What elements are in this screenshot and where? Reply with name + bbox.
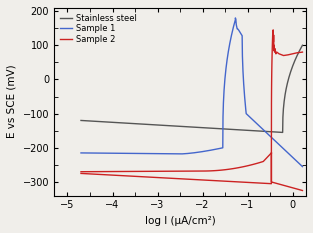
Sample 1 [233, 17, 237, 19]
Sample 1 [230, 32, 234, 34]
X-axis label: log I (μA/cm²): log I (μA/cm²) [145, 216, 215, 226]
Stainless steel [299, 46, 303, 49]
Sample 1 [274, 140, 278, 143]
Sample 1 [114, 152, 118, 155]
Stainless steel [300, 44, 304, 47]
Sample 1 [300, 165, 304, 168]
Stainless steel [79, 119, 83, 122]
Stainless steel [85, 120, 89, 122]
Sample 2 [210, 169, 214, 172]
Sample 2 [269, 151, 273, 154]
Line: Sample 1: Sample 1 [81, 18, 302, 167]
Line: Sample 2: Sample 2 [81, 153, 271, 172]
Stainless steel [122, 122, 126, 124]
Line: Stainless steel: Stainless steel [81, 45, 302, 132]
Sample 2 [131, 170, 134, 173]
Sample 1 [268, 135, 272, 137]
Sample 2 [254, 162, 257, 165]
Sample 2 [79, 170, 83, 173]
Y-axis label: E vs SCE (mV): E vs SCE (mV) [7, 65, 17, 138]
Sample 1 [280, 146, 284, 149]
Sample 1 [232, 25, 236, 27]
Stainless steel [218, 127, 221, 130]
Sample 2 [145, 170, 149, 173]
Sample 2 [235, 167, 239, 169]
Legend: Stainless steel, Sample 1, Sample 2: Stainless steel, Sample 1, Sample 2 [58, 12, 139, 45]
Stainless steel [296, 53, 300, 56]
Stainless steel [155, 123, 158, 126]
Sample 2 [268, 153, 272, 156]
Sample 1 [79, 151, 83, 154]
Stainless steel [281, 131, 285, 134]
